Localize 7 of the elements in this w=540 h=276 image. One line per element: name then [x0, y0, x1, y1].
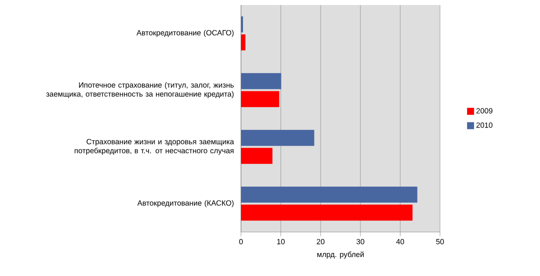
bar [241, 34, 246, 50]
bar [241, 91, 280, 108]
bar [241, 148, 272, 164]
bar [241, 73, 282, 90]
bar [241, 186, 418, 203]
bar [241, 204, 413, 221]
bar [241, 130, 314, 146]
